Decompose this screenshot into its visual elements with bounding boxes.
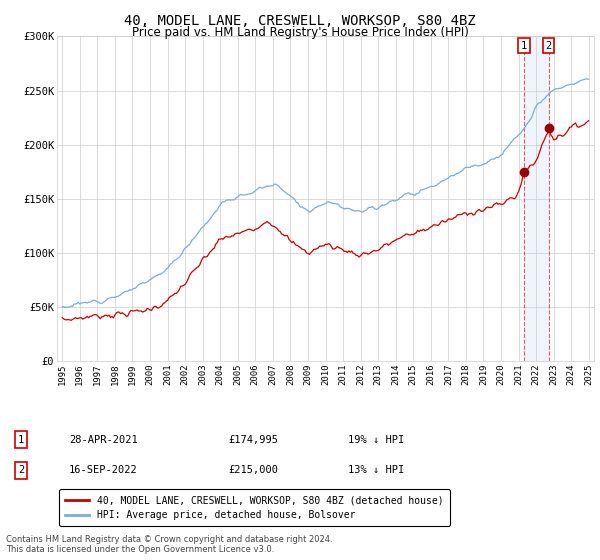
Legend: 40, MODEL LANE, CRESWELL, WORKSOP, S80 4BZ (detached house), HPI: Average price,: 40, MODEL LANE, CRESWELL, WORKSOP, S80 4… [59,489,449,526]
Text: 1: 1 [18,435,24,445]
Text: 16-SEP-2022: 16-SEP-2022 [69,465,138,475]
Text: 13% ↓ HPI: 13% ↓ HPI [348,465,404,475]
Bar [524,36,549,361]
Text: 2: 2 [18,465,24,475]
Text: Price paid vs. HM Land Registry's House Price Index (HPI): Price paid vs. HM Land Registry's House … [131,26,469,39]
Text: Contains HM Land Registry data © Crown copyright and database right 2024.
This d: Contains HM Land Registry data © Crown c… [6,535,332,554]
Text: 28-APR-2021: 28-APR-2021 [69,435,138,445]
Text: 40, MODEL LANE, CRESWELL, WORKSOP, S80 4BZ: 40, MODEL LANE, CRESWELL, WORKSOP, S80 4… [124,14,476,28]
Text: £174,995: £174,995 [228,435,278,445]
Text: £215,000: £215,000 [228,465,278,475]
Text: 1: 1 [521,41,527,51]
Text: 19% ↓ HPI: 19% ↓ HPI [348,435,404,445]
Text: 2: 2 [545,41,552,51]
